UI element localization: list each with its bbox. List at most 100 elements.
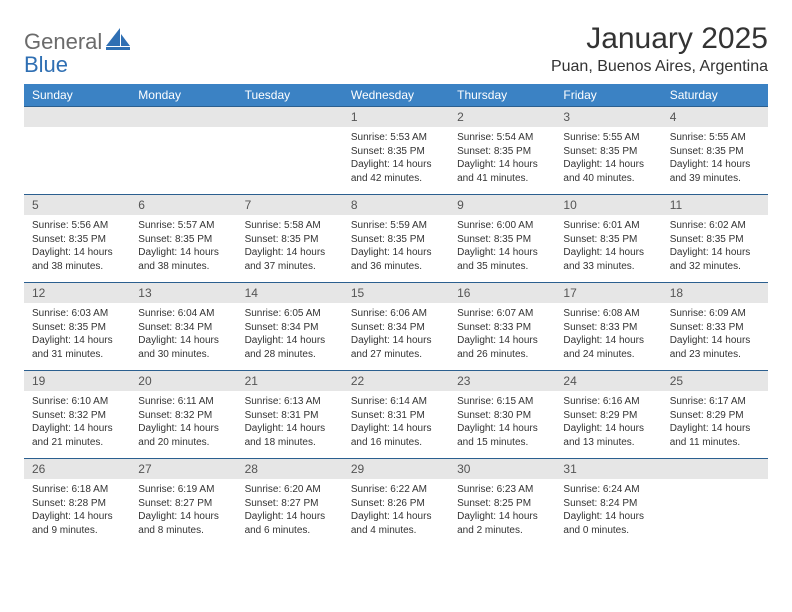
day-details: Sunrise: 6:18 AMSunset: 8:28 PMDaylight:… bbox=[24, 479, 130, 543]
day-cell: 16Sunrise: 6:07 AMSunset: 8:33 PMDayligh… bbox=[449, 283, 555, 371]
dayname-sunday: Sunday bbox=[24, 84, 130, 107]
day-cell bbox=[24, 107, 130, 195]
sunset-line: Sunset: 8:34 PM bbox=[351, 321, 441, 335]
sunrise-line: Sunrise: 5:53 AM bbox=[351, 131, 441, 145]
daylight-line: Daylight: 14 hours and 30 minutes. bbox=[138, 334, 228, 361]
sunrise-line: Sunrise: 6:10 AM bbox=[32, 395, 122, 409]
day-cell: 6 Sunrise: 5:57 AMSunset: 8:35 PMDaylight… bbox=[130, 195, 236, 283]
day-cell: 22Sunrise: 6:14 AMSunset: 8:31 PMDayligh… bbox=[343, 371, 449, 459]
day-number: 1 bbox=[343, 107, 449, 127]
calendar-table: SundayMondayTuesdayWednesdayThursdayFrid… bbox=[24, 84, 768, 547]
location: Puan, Buenos Aires, Argentina bbox=[551, 58, 768, 76]
day-number: 15 bbox=[343, 283, 449, 303]
sunset-line: Sunset: 8:24 PM bbox=[563, 497, 653, 511]
day-details: Sunrise: 6:00 AMSunset: 8:35 PMDaylight:… bbox=[449, 215, 555, 279]
day-cell: 5Sunrise: 5:56 AMSunset: 8:35 PMDaylight… bbox=[24, 195, 130, 283]
dayname-wednesday: Wednesday bbox=[343, 84, 449, 107]
sunset-line: Sunset: 8:35 PM bbox=[32, 233, 122, 247]
daylight-line: Daylight: 14 hours and 24 minutes. bbox=[563, 334, 653, 361]
week-row: 19Sunrise: 6:10 AMSunset: 8:32 PMDayligh… bbox=[24, 371, 768, 459]
day-number-empty bbox=[130, 107, 236, 127]
day-number: 19 bbox=[24, 371, 130, 391]
day-number: 10 bbox=[555, 195, 661, 215]
sunset-line: Sunset: 8:35 PM bbox=[245, 233, 335, 247]
sunrise-line: Sunrise: 6:14 AM bbox=[351, 395, 441, 409]
day-cell: 8Sunrise: 5:59 AMSunset: 8:35 PMDaylight… bbox=[343, 195, 449, 283]
sunset-line: Sunset: 8:34 PM bbox=[245, 321, 335, 335]
day-number: 4 bbox=[662, 107, 768, 127]
daylight-line: Daylight: 14 hours and 39 minutes. bbox=[670, 158, 760, 185]
day-details: Sunrise: 6:16 AMSunset: 8:29 PMDaylight:… bbox=[555, 391, 661, 455]
title-block: January 2025 Puan, Buenos Aires, Argenti… bbox=[551, 22, 768, 76]
day-details: Sunrise: 6:23 AMSunset: 8:25 PMDaylight:… bbox=[449, 479, 555, 543]
sunrise-line: Sunrise: 6:13 AM bbox=[245, 395, 335, 409]
day-details: Sunrise: 6:13 AMSunset: 8:31 PMDaylight:… bbox=[237, 391, 343, 455]
day-cell: 19Sunrise: 6:10 AMSunset: 8:32 PMDayligh… bbox=[24, 371, 130, 459]
day-cell bbox=[662, 459, 768, 547]
day-number: 11 bbox=[662, 195, 768, 215]
daylight-line: Daylight: 14 hours and 38 minutes. bbox=[32, 246, 122, 273]
month-title: January 2025 bbox=[551, 22, 768, 56]
day-cell: 9Sunrise: 6:00 AMSunset: 8:35 PMDaylight… bbox=[449, 195, 555, 283]
sunset-line: Sunset: 8:30 PM bbox=[457, 409, 547, 423]
sunrise-line: Sunrise: 6:11 AM bbox=[138, 395, 228, 409]
daylight-line: Daylight: 14 hours and 38 minutes. bbox=[138, 246, 228, 273]
day-details: Sunrise: 5:58 AMSunset: 8:35 PMDaylight:… bbox=[237, 215, 343, 279]
daylight-line: Daylight: 14 hours and 26 minutes. bbox=[457, 334, 547, 361]
day-details: Sunrise: 6:15 AMSunset: 8:30 PMDaylight:… bbox=[449, 391, 555, 455]
daylight-line: Daylight: 14 hours and 42 minutes. bbox=[351, 158, 441, 185]
day-number: 8 bbox=[343, 195, 449, 215]
daylight-line: Daylight: 14 hours and 16 minutes. bbox=[351, 422, 441, 449]
day-details: Sunrise: 6:09 AMSunset: 8:33 PMDaylight:… bbox=[662, 303, 768, 367]
day-details: Sunrise: 6:07 AMSunset: 8:33 PMDaylight:… bbox=[449, 303, 555, 367]
sunset-line: Sunset: 8:35 PM bbox=[138, 233, 228, 247]
week-row: 1Sunrise: 5:53 AMSunset: 8:35 PMDaylight… bbox=[24, 107, 768, 195]
day-number: 20 bbox=[130, 371, 236, 391]
day-number: 3 bbox=[555, 107, 661, 127]
day-cell: 25Sunrise: 6:17 AMSunset: 8:29 PMDayligh… bbox=[662, 371, 768, 459]
dayname-thursday: Thursday bbox=[449, 84, 555, 107]
sunset-line: Sunset: 8:32 PM bbox=[138, 409, 228, 423]
sunrise-line: Sunrise: 5:54 AM bbox=[457, 131, 547, 145]
day-details: Sunrise: 6:04 AMSunset: 8:34 PMDaylight:… bbox=[130, 303, 236, 367]
day-number: 21 bbox=[237, 371, 343, 391]
sunrise-line: Sunrise: 6:03 AM bbox=[32, 307, 122, 321]
day-cell: 31Sunrise: 6:24 AMSunset: 8:24 PMDayligh… bbox=[555, 459, 661, 547]
day-details: Sunrise: 6:08 AMSunset: 8:33 PMDaylight:… bbox=[555, 303, 661, 367]
day-number: 22 bbox=[343, 371, 449, 391]
sunrise-line: Sunrise: 6:05 AM bbox=[245, 307, 335, 321]
day-details: Sunrise: 6:02 AMSunset: 8:35 PMDaylight:… bbox=[662, 215, 768, 279]
sunset-line: Sunset: 8:27 PM bbox=[138, 497, 228, 511]
day-details: Sunrise: 6:17 AMSunset: 8:29 PMDaylight:… bbox=[662, 391, 768, 455]
day-number: 17 bbox=[555, 283, 661, 303]
sunset-line: Sunset: 8:29 PM bbox=[563, 409, 653, 423]
day-number-empty bbox=[24, 107, 130, 127]
day-cell: 28Sunrise: 6:20 AMSunset: 8:27 PMDayligh… bbox=[237, 459, 343, 547]
day-number: 26 bbox=[24, 459, 130, 479]
sunset-line: Sunset: 8:29 PM bbox=[670, 409, 760, 423]
day-details: Sunrise: 5:55 AMSunset: 8:35 PMDaylight:… bbox=[662, 127, 768, 191]
day-cell bbox=[130, 107, 236, 195]
sunrise-line: Sunrise: 6:08 AM bbox=[563, 307, 653, 321]
sunrise-line: Sunrise: 6:20 AM bbox=[245, 483, 335, 497]
day-cell: 12Sunrise: 6:03 AMSunset: 8:35 PMDayligh… bbox=[24, 283, 130, 371]
sunrise-line: Sunrise: 6:19 AM bbox=[138, 483, 228, 497]
day-cell: 7Sunrise: 5:58 AMSunset: 8:35 PMDaylight… bbox=[237, 195, 343, 283]
sunset-line: Sunset: 8:28 PM bbox=[32, 497, 122, 511]
sunrise-line: Sunrise: 6:09 AM bbox=[670, 307, 760, 321]
daylight-line: Daylight: 14 hours and 20 minutes. bbox=[138, 422, 228, 449]
daylight-line: Daylight: 14 hours and 40 minutes. bbox=[563, 158, 653, 185]
daylight-line: Daylight: 14 hours and 35 minutes. bbox=[457, 246, 547, 273]
sunset-line: Sunset: 8:35 PM bbox=[457, 233, 547, 247]
dayname-monday: Monday bbox=[130, 84, 236, 107]
day-details: Sunrise: 5:56 AMSunset: 8:35 PMDaylight:… bbox=[24, 215, 130, 279]
daylight-line: Daylight: 14 hours and 37 minutes. bbox=[245, 246, 335, 273]
day-number: 6 bbox=[130, 195, 236, 215]
day-details: Sunrise: 6:05 AMSunset: 8:34 PMDaylight:… bbox=[237, 303, 343, 367]
week-row: 5Sunrise: 5:56 AMSunset: 8:35 PMDaylight… bbox=[24, 195, 768, 283]
day-number: 24 bbox=[555, 371, 661, 391]
day-number: 27 bbox=[130, 459, 236, 479]
day-cell: 17Sunrise: 6:08 AMSunset: 8:33 PMDayligh… bbox=[555, 283, 661, 371]
sunset-line: Sunset: 8:27 PM bbox=[245, 497, 335, 511]
sunrise-line: Sunrise: 5:57 AM bbox=[138, 219, 228, 233]
